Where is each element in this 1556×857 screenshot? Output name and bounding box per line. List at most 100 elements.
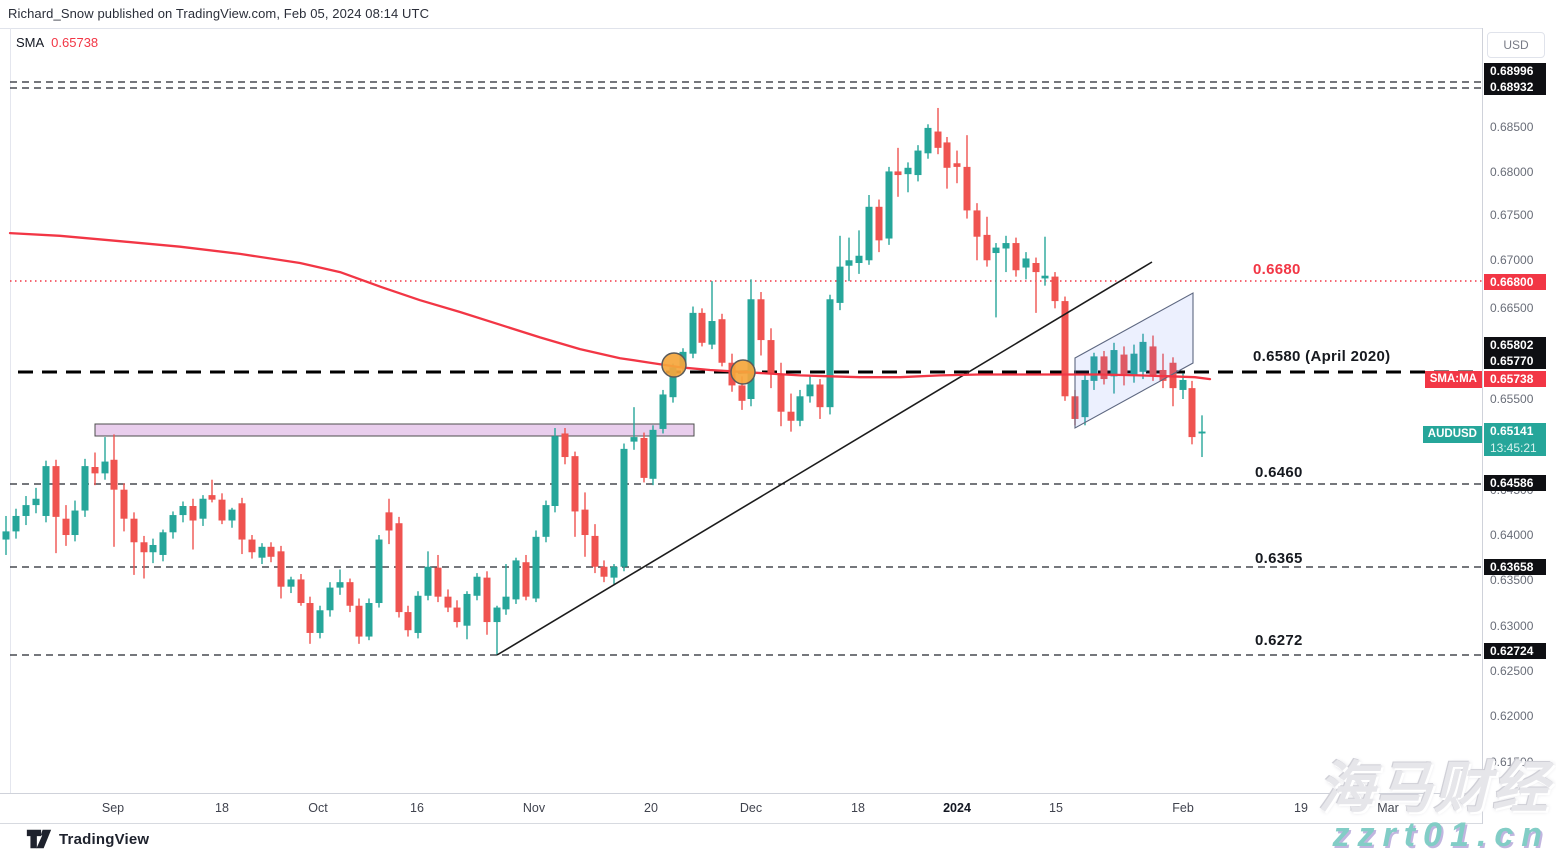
candle-body — [1061, 301, 1069, 397]
candle-body — [865, 206, 873, 261]
candle-body — [483, 577, 491, 623]
time-axis-label-20: 20 — [644, 801, 658, 815]
candle-body — [248, 539, 256, 553]
candle-body — [914, 150, 922, 176]
candle-body — [973, 210, 981, 237]
candle-body — [1081, 379, 1089, 418]
candle-body — [110, 459, 118, 490]
candle-body — [689, 312, 697, 354]
price-axis-label: 0.67000 — [1490, 253, 1534, 267]
candle-body — [757, 299, 765, 341]
candle-body — [885, 171, 893, 239]
tradingview-attribution[interactable]: TradingView — [26, 829, 149, 849]
candle-body — [875, 206, 883, 241]
time-axis-label-18: 18 — [215, 801, 229, 815]
time-axis-label-Feb: Feb — [1172, 801, 1194, 815]
price-badge-0.68932: 0.68932 — [1484, 79, 1546, 95]
candle-body — [610, 566, 618, 578]
candle-body — [708, 321, 716, 345]
price-badge-0.65770: 0.65770 — [1484, 353, 1546, 369]
time-axis-label-2024: 2024 — [943, 801, 971, 815]
candle-body — [346, 582, 354, 606]
candle-body — [1012, 243, 1020, 271]
candle-body — [267, 546, 275, 557]
candle-body — [258, 546, 266, 558]
tradingview-logo-icon — [26, 829, 52, 849]
candle-body — [796, 396, 804, 421]
candle-body — [169, 515, 177, 533]
header-separator — [0, 28, 1556, 29]
candlestick-chart-canvas[interactable] — [0, 28, 1482, 793]
price-axis[interactable]: USD 0.68500 0.68000 0.67500 0.67000 0.66500 0… — [1482, 28, 1556, 824]
bear-flag-channel — [1074, 292, 1194, 429]
pane-left-border — [10, 28, 11, 793]
candle-body — [424, 566, 432, 596]
price-axis-label: 0.65500 — [1490, 392, 1534, 406]
candle-body — [512, 560, 520, 600]
indicator-name: SMA — [16, 35, 45, 50]
candle-body — [816, 384, 824, 408]
candle-body — [52, 466, 60, 517]
candle-body — [836, 266, 844, 303]
candle-body — [414, 595, 422, 633]
candle-body — [963, 166, 971, 211]
candle-body — [140, 542, 148, 553]
indicator-tag: SMA:MA — [1424, 371, 1482, 388]
price-axis-label: 0.68500 — [1490, 120, 1534, 134]
candle-body — [659, 394, 667, 429]
time-axis[interactable]: Sep 18 Oct 16 Nov 20 Dec 18 2024 15 Feb 19 Mar — [0, 793, 1556, 824]
price-badge-0.68996: 0.68996 — [1484, 63, 1546, 79]
candle-body — [22, 505, 30, 516]
price-axis-label: 0.63000 — [1490, 619, 1534, 633]
candle-body — [355, 605, 363, 637]
candle-body — [159, 532, 167, 555]
time-axis-label-Dec: Dec — [739, 801, 763, 815]
time-axis-label-Nov: Nov — [522, 801, 546, 815]
candle-body — [924, 127, 932, 154]
candle-body — [826, 299, 834, 408]
price-axis-label: 0.68000 — [1490, 165, 1534, 179]
candle-body — [120, 489, 128, 519]
candle-body — [747, 299, 755, 400]
time-axis-label-18: 18 — [851, 801, 865, 815]
highlight-circle-1 — [661, 352, 687, 378]
candle-body — [336, 582, 344, 588]
candle-body — [1032, 263, 1040, 273]
tradingview-brand-text: TradingView — [59, 830, 150, 848]
supply-zone-rectangle — [94, 423, 695, 437]
highlight-circle-2 — [730, 359, 756, 385]
candle-body — [277, 551, 285, 587]
price-badge-0.65141: 0.65141 13:45:21 — [1484, 423, 1546, 456]
indicator-legend: SMA 0.65738 — [16, 35, 98, 50]
time-axis-label-Sep: Sep — [101, 801, 125, 815]
candle-body — [1051, 276, 1059, 302]
candle-body — [1110, 350, 1118, 377]
candle-body — [777, 373, 785, 412]
price-badge-0.65802: 0.65802 — [1484, 337, 1546, 353]
indicator-value: 0.65738 — [51, 35, 99, 50]
currency-button[interactable]: USD — [1487, 32, 1545, 58]
candle-body — [571, 456, 579, 512]
candle-body — [453, 607, 461, 623]
candle-body — [375, 539, 383, 604]
price-axis-label: 0.61500 — [1490, 755, 1534, 769]
candle-body — [287, 579, 295, 587]
price-badge-0.62724: 0.62724 — [1484, 643, 1546, 659]
candle-body — [463, 593, 471, 626]
candle-body — [649, 429, 657, 479]
candle-body — [718, 319, 726, 363]
candle-body — [297, 579, 305, 604]
candle-body — [630, 437, 638, 442]
candle-body — [71, 510, 79, 536]
price-axis-label: 0.62500 — [1490, 664, 1534, 678]
candle-body — [738, 385, 746, 401]
sma-line — [8, 231, 1212, 381]
candle-body — [444, 596, 452, 608]
candle-body — [208, 495, 216, 500]
candle-body — [934, 131, 942, 148]
price-axis-label: 0.66500 — [1490, 301, 1534, 315]
candle-body — [316, 610, 324, 633]
candle-body — [992, 247, 1000, 254]
time-axis-label-15: 15 — [1049, 801, 1063, 815]
